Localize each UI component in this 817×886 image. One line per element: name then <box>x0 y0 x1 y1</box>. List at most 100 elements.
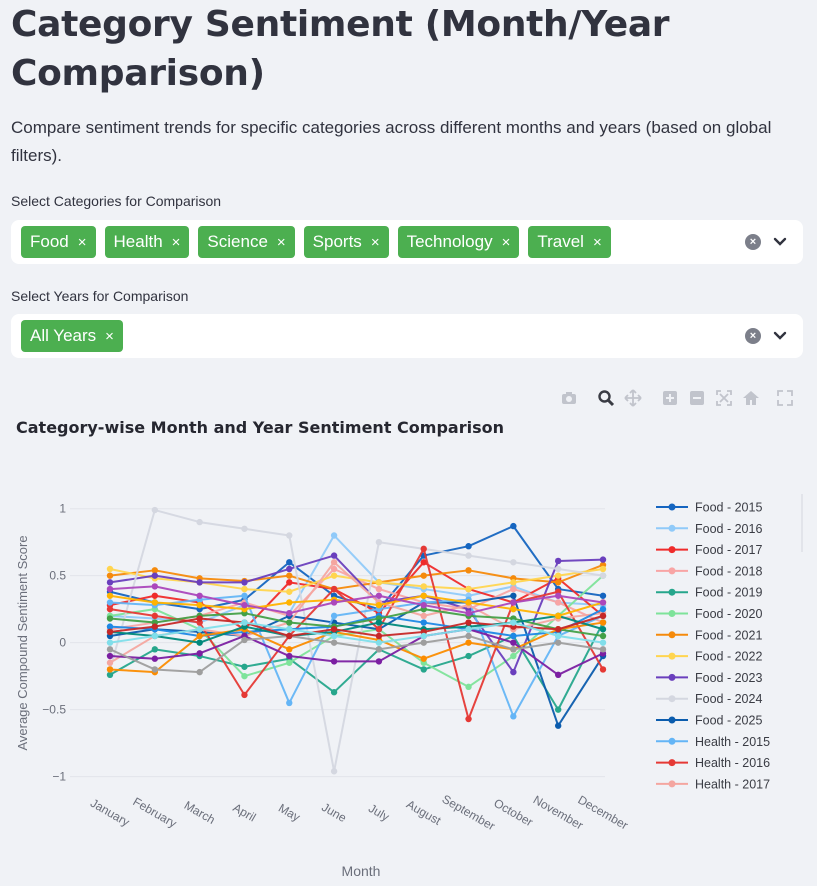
legend-item[interactable]: Health - 2016 <box>656 756 770 770</box>
chart-title: Category-wise Month and Year Sentiment C… <box>16 418 504 437</box>
data-point <box>330 658 338 665</box>
data-point <box>241 691 248 699</box>
categories-chip-list: Food × Health × Science × Sports × Technology × Tr… <box>21 226 611 258</box>
zoom-out-icon[interactable] <box>688 389 706 407</box>
remove-chip-icon[interactable]: × <box>592 233 602 251</box>
x-tick-label: August <box>404 797 444 828</box>
data-point <box>330 626 338 633</box>
legend-item[interactable]: Food - 2022 <box>656 650 762 664</box>
chip-science[interactable]: Science × <box>198 226 295 258</box>
zoom-in-icon[interactable] <box>661 389 679 407</box>
years-multiselect[interactable]: All Years × × <box>11 314 803 358</box>
chip-health[interactable]: Health × <box>104 226 190 258</box>
data-point <box>554 579 562 586</box>
autoscale-icon[interactable] <box>715 389 733 407</box>
clear-all-icon[interactable]: × <box>745 234 761 250</box>
legend-item[interactable]: Food - 2025 <box>656 714 762 728</box>
reset-axes-icon[interactable] <box>742 389 760 407</box>
x-axis-title: Month <box>342 863 381 879</box>
legend-label: Health - 2017 <box>695 777 770 791</box>
data-point <box>599 556 607 563</box>
data-point <box>465 619 472 626</box>
series-trace-19 <box>106 592 607 620</box>
data-point <box>599 632 607 640</box>
legend-swatch-marker <box>668 588 676 596</box>
y-tick-label: 0 <box>59 636 66 650</box>
remove-chip-icon[interactable]: × <box>370 233 380 251</box>
legend-scrollbar[interactable] <box>801 494 803 552</box>
chip-sports[interactable]: Sports × <box>303 226 389 258</box>
series-line <box>109 564 604 591</box>
legend-label: Food - 2019 <box>695 586 762 600</box>
chip-food[interactable]: Food × <box>21 226 96 258</box>
data-point <box>420 632 427 640</box>
data-point <box>375 632 383 640</box>
series-line <box>109 594 604 718</box>
data-point <box>106 585 114 593</box>
data-point <box>196 601 203 609</box>
data-point <box>330 689 338 696</box>
data-point <box>599 592 607 599</box>
categories-multiselect[interactable]: Food × Health × Science × Sports × Technology × Tr… <box>11 220 803 264</box>
data-point <box>151 506 159 514</box>
data-point <box>151 655 159 662</box>
data-point <box>286 619 293 626</box>
data-point <box>151 592 159 599</box>
chip-all-years[interactable]: All Years × <box>21 320 123 352</box>
data-point <box>286 599 293 606</box>
data-point <box>510 639 517 646</box>
data-point <box>286 646 293 653</box>
data-point <box>196 650 203 657</box>
page-title: Category Sentiment (Month/Year Compariso… <box>11 4 670 94</box>
data-point <box>420 601 427 609</box>
data-point <box>375 579 383 586</box>
fullscreen-icon[interactable] <box>776 389 794 407</box>
legend-item[interactable]: Food - 2017 <box>656 543 762 557</box>
data-point <box>420 559 427 566</box>
legend-label: Health - 2015 <box>695 735 770 749</box>
data-point <box>330 585 338 593</box>
legend-item[interactable]: Health - 2017 <box>656 777 770 791</box>
remove-chip-icon[interactable]: × <box>77 233 87 251</box>
chip-technology[interactable]: Technology × <box>397 226 520 258</box>
x-tick-label: January <box>88 796 132 829</box>
remove-chip-icon[interactable]: × <box>276 233 286 251</box>
remove-chip-icon[interactable]: × <box>105 327 114 345</box>
chevron-down-icon[interactable] <box>773 236 787 248</box>
chevron-down-icon[interactable] <box>773 330 787 342</box>
legend-item[interactable]: Food - 2024 <box>656 692 762 706</box>
chip-travel[interactable]: Travel × <box>528 226 611 258</box>
legend-label: Food - 2016 <box>695 522 762 536</box>
data-point <box>196 632 203 640</box>
legend-label: Food - 2018 <box>695 564 762 578</box>
legend-item[interactable]: Food - 2019 <box>656 586 762 600</box>
legend-item[interactable]: Food - 2021 <box>656 628 762 642</box>
legend-item[interactable]: Food - 2016 <box>656 522 762 536</box>
zoom-icon[interactable] <box>597 389 615 407</box>
data-point <box>420 639 427 646</box>
data-point <box>151 583 159 590</box>
data-point <box>554 572 562 579</box>
pan-icon[interactable] <box>624 389 642 407</box>
legend-item[interactable]: Health - 2015 <box>656 735 770 749</box>
legend-item[interactable]: Food - 2018 <box>656 564 762 578</box>
data-point <box>330 552 338 559</box>
data-point <box>375 585 383 593</box>
chip-label: All Years <box>30 326 97 345</box>
clear-all-icon[interactable]: × <box>745 328 761 344</box>
data-point <box>599 599 607 606</box>
legend-item[interactable]: Food - 2020 <box>656 607 762 621</box>
legend-swatch-marker <box>668 737 676 745</box>
camera-icon[interactable] <box>560 389 578 407</box>
chart-modebar <box>560 389 800 409</box>
remove-chip-icon[interactable]: × <box>171 233 181 251</box>
y-axis-title: Average Compound Sentiment Score <box>15 535 30 750</box>
legend-item[interactable]: Food - 2023 <box>656 671 762 685</box>
remove-chip-icon[interactable]: × <box>501 233 511 251</box>
data-point <box>420 572 427 579</box>
legend-item[interactable]: Food - 2015 <box>656 501 762 515</box>
data-point <box>599 572 607 579</box>
data-point <box>241 592 248 599</box>
page-subtitle: Compare sentiment trends for specific ca… <box>11 118 772 165</box>
data-point <box>106 599 114 606</box>
